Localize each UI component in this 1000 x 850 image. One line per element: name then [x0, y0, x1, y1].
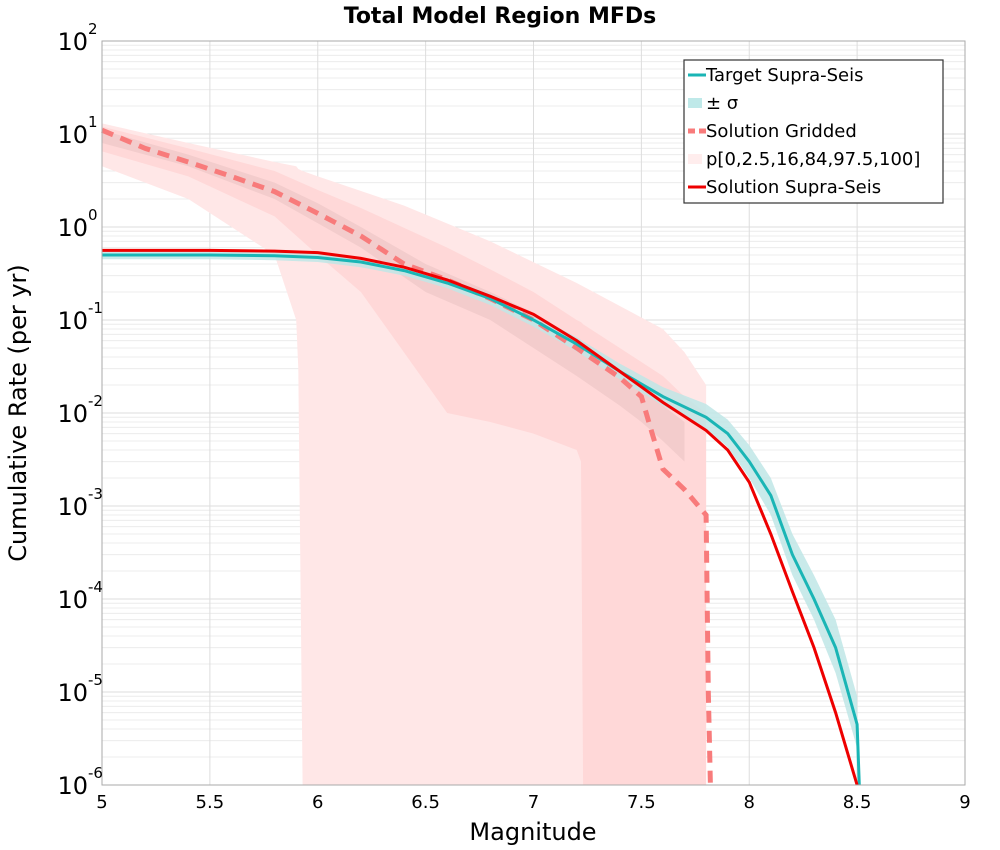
legend-label: Target Supra-Seis [705, 65, 863, 86]
y-tick-label: 10 [57, 28, 88, 56]
plot-frame [101, 40, 966, 786]
y-tick-exponent: -6 [88, 764, 103, 782]
y-tick-exponent: -2 [88, 392, 103, 410]
chart-title: Total Model Region MFDs [344, 4, 657, 29]
y-tick-label: 10 [57, 214, 88, 242]
legend-swatch-band [688, 154, 702, 164]
x-tick-label: 5 [96, 792, 107, 813]
legend-label: ± σ [706, 93, 738, 114]
x-axis-label: Magnitude [469, 818, 596, 846]
percentile-bands [102, 123, 707, 786]
x-tick-label: 7.5 [627, 792, 656, 813]
y-tick-label: 10 [57, 493, 88, 521]
percentile-band-p0-100 [102, 123, 707, 785]
y-tick-label: 10 [57, 400, 88, 428]
y-tick-exponent: 1 [88, 113, 98, 131]
x-tick-label: 9 [959, 792, 970, 813]
y-tick-label: 10 [57, 586, 88, 614]
x-tick-labels: 5 5.5 6 6.5 7 7.5 8 8.5 9 [96, 792, 970, 813]
y-tick-label: 10 [57, 679, 88, 707]
y-tick-exponent: -1 [88, 299, 103, 317]
x-tick-label: 6 [312, 792, 323, 813]
y-tick-exponent: -3 [88, 485, 103, 503]
y-tick-label: 10 [57, 121, 88, 149]
y-tick-exponent: -4 [88, 578, 103, 596]
x-tick-label: 8.5 [843, 792, 872, 813]
y-axis-label: Cumulative Rate (per yr) [4, 264, 32, 562]
legend-swatch-band [688, 98, 702, 108]
legend-label: Solution Gridded [706, 121, 857, 142]
legend-box [683, 59, 944, 204]
y-tick-label: 10 [57, 307, 88, 335]
x-tick-label: 5.5 [196, 792, 225, 813]
x-tick-label: 6.5 [411, 792, 440, 813]
legend-label: p[0,2.5,16,84,97.5,100] [706, 149, 920, 170]
x-tick-label: 7 [528, 792, 539, 813]
y-tick-label: 10 [57, 772, 88, 800]
legend-label: Solution Supra-Seis [706, 177, 881, 198]
y-tick-exponent: -5 [88, 671, 103, 689]
legend: Target Supra-Seis ± σ Solution Gridded p[0,… [683, 59, 944, 204]
x-tick-label: 8 [744, 792, 755, 813]
series-lines [101, 127, 861, 786]
y-tick-exponent: 2 [88, 20, 98, 38]
y-tick-exponent: 0 [88, 206, 98, 224]
solution-supra-seis-line [102, 248, 859, 786]
